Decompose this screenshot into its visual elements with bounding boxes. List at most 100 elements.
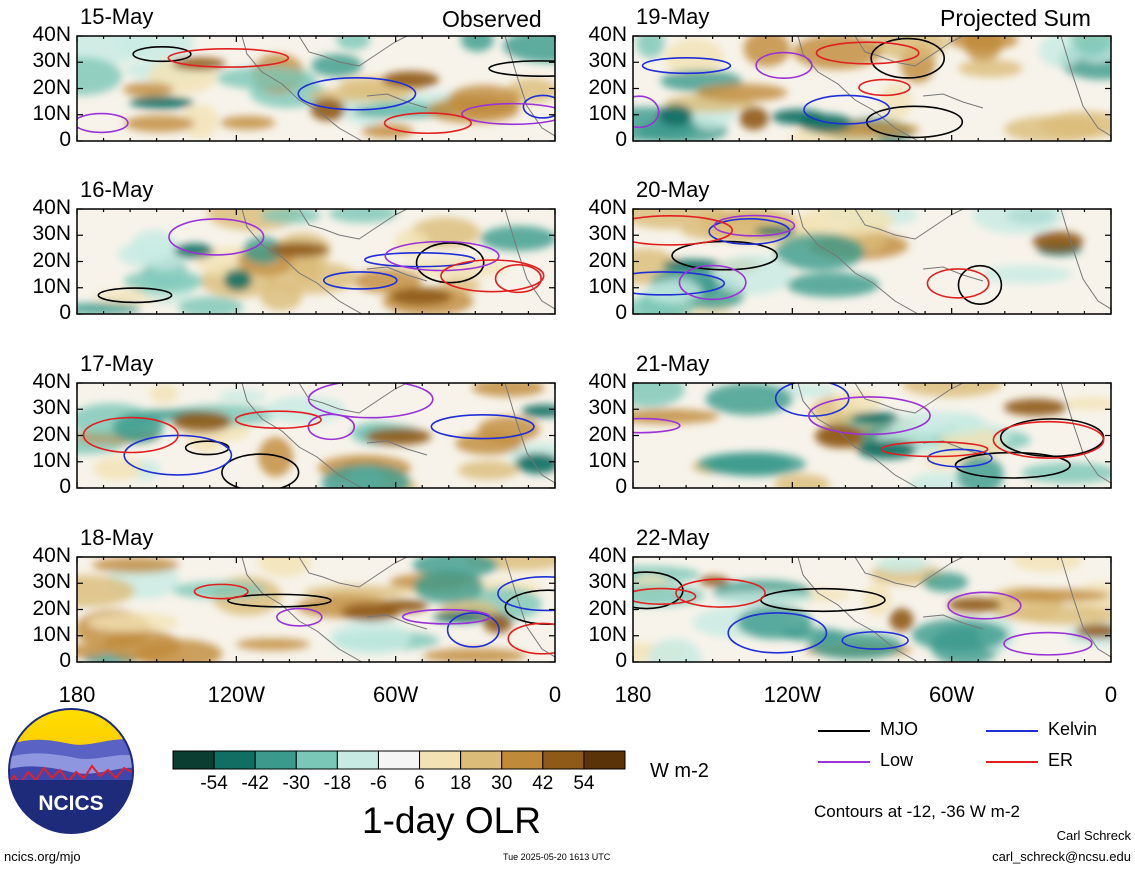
olr-anomaly-patch — [633, 209, 724, 230]
olr-anomaly-patch — [911, 618, 1009, 652]
contour-low — [461, 102, 555, 126]
coastline — [241, 209, 555, 314]
colorbar-label: -54 — [200, 773, 228, 794]
colorbar-label: 30 — [491, 773, 513, 794]
panel-20-May — [632, 208, 1112, 315]
colorbar-cell — [542, 750, 585, 770]
lat-tick-label: 40N — [32, 196, 71, 219]
contour-er — [880, 441, 989, 458]
olr-anomaly-core — [129, 96, 194, 109]
olr-anomaly-patch — [264, 395, 347, 424]
olr-anomaly-patch — [394, 229, 429, 257]
colorbar-cell — [583, 750, 626, 770]
olr-anomaly-patch — [321, 464, 411, 488]
panel-date-18-May: 18-May — [80, 525, 154, 550]
olr-anomaly-core — [754, 226, 796, 237]
lat-tick-label: 0 — [615, 128, 627, 151]
olr-anomaly-core — [172, 411, 232, 433]
olr-anomaly-patch — [118, 36, 195, 61]
olr-anomaly-patch — [875, 557, 930, 574]
colorbar-cell — [336, 750, 379, 770]
contour-er — [167, 48, 290, 68]
olr-anomaly-core — [381, 71, 440, 89]
lat-tick-label: 40N — [32, 370, 71, 393]
contour-kelvin — [841, 631, 909, 650]
olr-anomaly-patch — [112, 412, 164, 444]
olr-anomaly-patch — [863, 582, 892, 616]
olr-anomaly-patch — [426, 96, 520, 124]
olr-anomaly-core — [364, 427, 432, 446]
contour-kelvin — [322, 271, 398, 290]
contour-low — [401, 608, 491, 625]
olr-anomaly-patch — [303, 585, 411, 599]
coastline — [797, 557, 1111, 662]
contour-er — [992, 420, 1105, 459]
olr-anomaly-patch — [792, 36, 882, 70]
olr-anomaly-core — [1003, 398, 1068, 416]
olr-anomaly-patch — [714, 254, 793, 295]
footer-email[interactable]: carl_schreck@ncsu.edu — [992, 849, 1131, 864]
olr-anomaly-patch — [216, 66, 317, 90]
legend-label-low: Low — [880, 750, 914, 770]
lon-tick-label: 60W — [373, 682, 419, 707]
observed-column-title: Observed — [442, 6, 542, 32]
contour-er — [633, 587, 697, 605]
lat-tick-label: 0 — [59, 649, 71, 672]
colorbar-units: W m-2 — [650, 760, 709, 782]
olr-anomaly-patch — [92, 456, 143, 481]
olr-anomaly-core — [521, 404, 555, 418]
legend-line-low — [818, 761, 870, 763]
olr-anomaly-patch — [1021, 462, 1111, 484]
olr-anomaly-patch — [1004, 589, 1110, 602]
contour-low — [307, 383, 434, 419]
projected-column-title: Projected Sum — [940, 5, 1091, 31]
lat-tick-label: 10N — [32, 622, 71, 646]
olr-anomaly-patch — [149, 384, 180, 404]
olr-anomaly-core — [433, 611, 490, 623]
lat-tick-label: 0 — [615, 649, 627, 672]
olr-anomaly-patch — [471, 383, 545, 397]
legend-line-er — [986, 761, 1038, 763]
olr-anomaly-patch — [122, 82, 174, 97]
colorbar-label: -42 — [241, 773, 269, 794]
contour-low — [168, 218, 265, 256]
olr-anomaly-patch — [889, 411, 988, 437]
contour-er — [234, 410, 322, 430]
lat-tick-label: 30N — [588, 570, 627, 594]
panel-19-May — [632, 35, 1112, 142]
olr-anomaly-patch — [178, 296, 244, 314]
olr-anomaly-core — [739, 106, 769, 130]
olr-anomaly-patch — [460, 36, 494, 52]
lon-tick-label: 120W — [763, 682, 822, 707]
contour-er — [507, 622, 555, 655]
olr-anomaly-patch — [311, 54, 363, 77]
contour-er — [494, 264, 542, 294]
olr-anomaly-patch — [696, 83, 788, 102]
olr-anomaly-patch — [258, 557, 312, 577]
legend-line-kelvin — [986, 730, 1038, 732]
contour-low — [276, 607, 323, 627]
contour-low — [633, 95, 660, 129]
contour-er — [675, 578, 766, 608]
panel-date-15-May: 15-May — [80, 4, 154, 29]
lat-tick-label: 0 — [59, 475, 71, 498]
olr-anomaly-patch — [181, 104, 219, 139]
contour-er — [858, 78, 911, 97]
colorbar-cell — [501, 750, 544, 770]
colorbar-cell — [172, 750, 215, 770]
footer-site[interactable]: ncics.org/mjo — [4, 849, 81, 864]
lat-tick-label: 0 — [59, 301, 71, 324]
contour-kelvin — [430, 414, 535, 440]
lat-tick-label: 20N — [32, 75, 71, 99]
lat-tick-label: 0 — [615, 301, 627, 324]
lon-tick-label: 120W — [207, 682, 266, 707]
olr-anomaly-patch — [648, 638, 702, 662]
chart-title: 1-day OLR — [362, 800, 541, 841]
contour-low — [713, 214, 796, 237]
olr-anomaly-core — [1032, 231, 1084, 251]
olr-anomaly-patch — [646, 279, 702, 304]
colorbar-cell — [295, 750, 338, 770]
olr-anomaly-core — [515, 452, 555, 474]
olr-anomaly-core — [268, 242, 329, 258]
lat-tick-label: 10N — [32, 101, 71, 125]
